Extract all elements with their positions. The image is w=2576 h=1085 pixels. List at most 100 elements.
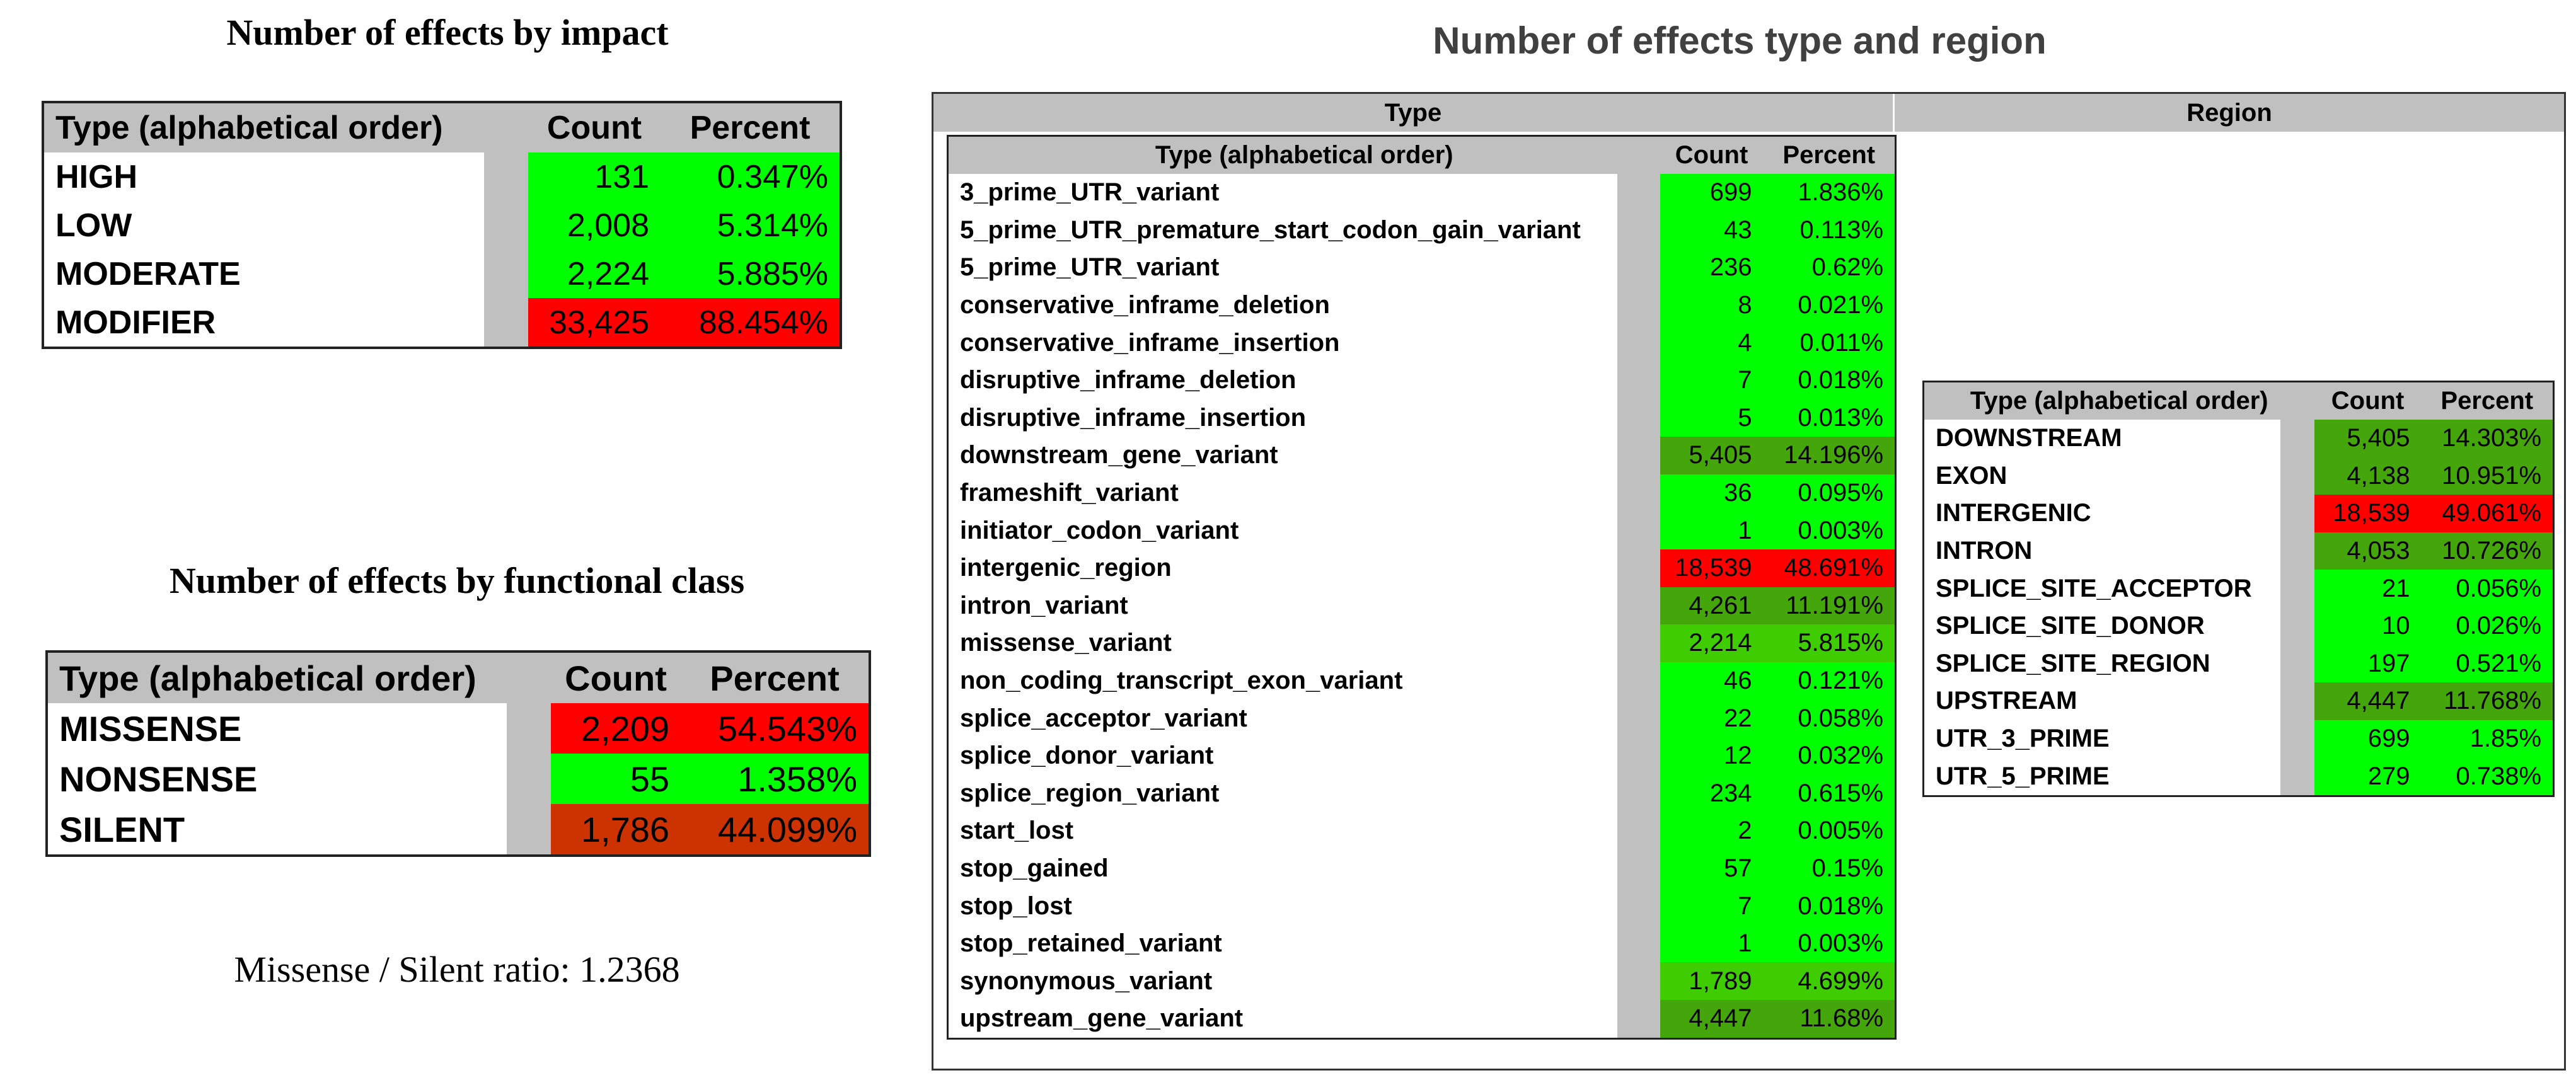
impact-header-row: Type (alphabetical order) Count Percent xyxy=(43,102,841,152)
row-count-cell: 57 xyxy=(1660,849,1764,888)
region-table-rows: DOWNSTREAM 5,405 14.303% EXON 4,138 10.951% IN… xyxy=(1923,420,2554,796)
row-percent-cell: 5.885% xyxy=(661,250,841,298)
table-row: SPLICE_SITE_REGION 197 0.521% xyxy=(1923,645,2554,683)
row-gap-cell xyxy=(1617,474,1660,512)
type-region-container: Type Region xyxy=(932,92,2566,1071)
row-count-cell: 1,786 xyxy=(551,804,681,856)
type-table-header-type: Type (alphabetical order) xyxy=(947,135,1660,174)
row-percent-cell: 14.303% xyxy=(2421,420,2554,457)
row-percent-cell: 11.191% xyxy=(1763,587,1896,625)
functional-header-row: Type (alphabetical order) Count Percent xyxy=(47,652,870,703)
row-count-cell: 4,447 xyxy=(1660,1000,1764,1039)
row-gap-cell xyxy=(2280,495,2314,532)
row-percent-cell: 1.836% xyxy=(1763,174,1896,212)
row-type-cell: INTRON xyxy=(1923,532,2280,570)
table-row: INTERGENIC 18,539 49.061% xyxy=(1923,495,2554,532)
row-count-cell: 234 xyxy=(1660,774,1764,813)
row-count-cell: 2,209 xyxy=(551,703,681,754)
row-percent-cell: 10.951% xyxy=(2421,457,2554,495)
table-row: conservative_inframe_deletion 8 0.021% xyxy=(947,286,1896,324)
functional-header-count: Count xyxy=(551,652,681,703)
row-gap-cell xyxy=(1617,962,1660,1001)
row-gap-cell xyxy=(1617,812,1660,850)
row-gap-cell xyxy=(1617,286,1660,324)
row-count-cell: 1 xyxy=(1660,512,1764,549)
row-gap-cell xyxy=(2280,720,2314,758)
row-type-cell: downstream_gene_variant xyxy=(947,437,1617,474)
row-type-cell: splice_acceptor_variant xyxy=(947,699,1617,737)
row-type-cell: non_coding_transcript_exon_variant xyxy=(947,662,1617,700)
row-count-cell: 4,053 xyxy=(2314,532,2422,570)
row-count-cell: 10 xyxy=(2314,607,2422,645)
row-percent-cell: 0.003% xyxy=(1763,924,1896,963)
row-gap-cell xyxy=(1617,361,1660,399)
row-gap-cell xyxy=(2280,757,2314,796)
row-percent-cell: 54.543% xyxy=(681,703,870,754)
functional-header-percent: Percent xyxy=(681,652,870,703)
row-type-cell: synonymous_variant xyxy=(947,962,1617,1001)
row-type-cell: conservative_inframe_insertion xyxy=(947,324,1617,362)
table-row: EXON 4,138 10.951% xyxy=(1923,457,2554,495)
row-count-cell: 46 xyxy=(1660,662,1764,700)
table-row: HIGH 131 0.347% xyxy=(43,152,841,201)
row-gap-cell xyxy=(2280,457,2314,495)
row-type-cell: HIGH xyxy=(43,152,484,201)
row-type-cell: upstream_gene_variant xyxy=(947,1000,1617,1039)
impact-header-percent: Percent xyxy=(661,102,841,152)
row-gap-cell xyxy=(2280,607,2314,645)
row-count-cell: 12 xyxy=(1660,737,1764,775)
impact-table: Type (alphabetical order) Count Percent … xyxy=(42,101,843,349)
table-row: 5_prime_UTR_premature_start_codon_gain_v… xyxy=(947,211,1896,250)
row-percent-cell: 10.726% xyxy=(2421,532,2554,570)
row-type-cell: disruptive_inframe_insertion xyxy=(947,399,1617,437)
row-percent-cell: 0.738% xyxy=(2421,757,2554,796)
row-count-cell: 22 xyxy=(1660,699,1764,737)
region-column-header: Region xyxy=(1895,94,2564,132)
row-type-cell: UPSTREAM xyxy=(1923,682,2280,720)
impact-rows: HIGH 131 0.347% LOW 2,008 5.314% MODERATE 2,224… xyxy=(43,152,841,348)
row-gap-cell xyxy=(1617,399,1660,437)
row-gap-cell xyxy=(484,298,529,348)
region-table-header-count: Count xyxy=(2314,381,2422,420)
row-count-cell: 279 xyxy=(2314,757,2422,796)
table-row: INTRON 4,053 10.726% xyxy=(1923,532,2554,570)
row-gap-cell xyxy=(507,804,551,856)
row-percent-cell: 5.314% xyxy=(661,201,841,250)
table-row: UTR_5_PRIME 279 0.738% xyxy=(1923,757,2554,796)
table-row: non_coding_transcript_exon_variant 46 0.12… xyxy=(947,662,1896,700)
row-percent-cell: 0.018% xyxy=(1763,361,1896,399)
row-gap-cell xyxy=(2280,682,2314,720)
row-gap-cell xyxy=(484,201,529,250)
row-gap-cell xyxy=(507,703,551,754)
table-row: splice_region_variant 234 0.615% xyxy=(947,774,1896,813)
row-type-cell: stop_retained_variant xyxy=(947,924,1617,963)
row-percent-cell: 0.013% xyxy=(1763,399,1896,437)
type-region-title: Number of effects type and region xyxy=(1433,20,2047,62)
row-percent-cell: 0.095% xyxy=(1763,474,1896,512)
row-gap-cell xyxy=(2280,532,2314,570)
table-row: SPLICE_SITE_DONOR 10 0.026% xyxy=(1923,607,2554,645)
table-row: 5_prime_UTR_variant 236 0.62% xyxy=(947,249,1896,287)
row-count-cell: 33,425 xyxy=(528,298,661,348)
table-row: frameshift_variant 36 0.095% xyxy=(947,474,1896,512)
row-type-cell: NONSENSE xyxy=(47,754,507,804)
row-percent-cell: 11.768% xyxy=(2421,682,2554,720)
row-count-cell: 5 xyxy=(1660,399,1764,437)
row-gap-cell xyxy=(1617,774,1660,813)
row-percent-cell: 14.196% xyxy=(1763,437,1896,474)
table-row: intron_variant 4,261 11.191% xyxy=(947,587,1896,625)
type-table-rows: 3_prime_UTR_variant 699 1.836% 5_prime_UTR_… xyxy=(947,174,1896,1039)
row-gap-cell xyxy=(1617,324,1660,362)
table-row: DOWNSTREAM 5,405 14.303% xyxy=(1923,420,2554,457)
table-row: start_lost 2 0.005% xyxy=(947,812,1896,850)
row-gap-cell xyxy=(1617,887,1660,925)
row-type-cell: intergenic_region xyxy=(947,549,1617,587)
row-gap-cell xyxy=(2280,420,2314,457)
row-type-cell: 3_prime_UTR_variant xyxy=(947,174,1617,212)
row-type-cell: DOWNSTREAM xyxy=(1923,420,2280,457)
table-row: SILENT 1,786 44.099% xyxy=(47,804,870,856)
table-row: LOW 2,008 5.314% xyxy=(43,201,841,250)
row-type-cell: MISSENSE xyxy=(47,703,507,754)
row-percent-cell: 0.521% xyxy=(2421,645,2554,683)
row-count-cell: 4 xyxy=(1660,324,1764,362)
